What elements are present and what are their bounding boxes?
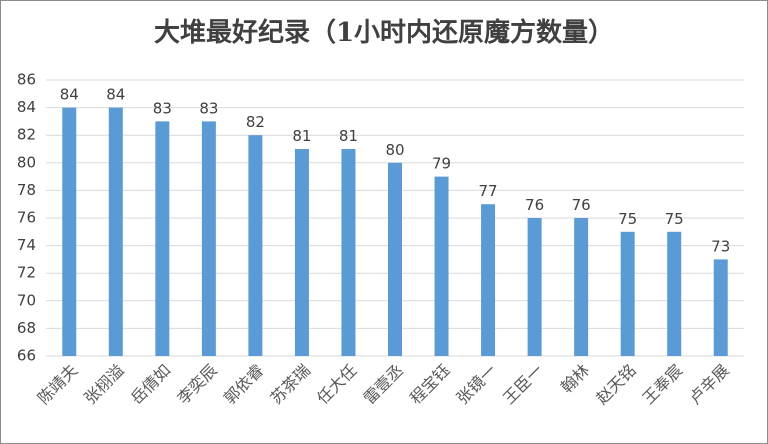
value-label: 75 bbox=[665, 210, 684, 228]
value-label: 76 bbox=[572, 196, 591, 214]
bar bbox=[667, 231, 682, 356]
bar bbox=[108, 107, 123, 356]
value-label: 77 bbox=[479, 182, 498, 200]
y-tick-label: 76 bbox=[17, 209, 36, 227]
bar bbox=[481, 204, 496, 356]
bar bbox=[155, 121, 170, 357]
value-label: 84 bbox=[106, 86, 125, 104]
value-label: 81 bbox=[292, 127, 311, 145]
value-label: 82 bbox=[246, 113, 265, 131]
value-label: 75 bbox=[618, 210, 637, 228]
value-label: 76 bbox=[525, 196, 544, 214]
value-label: 84 bbox=[60, 86, 79, 104]
y-tick-label: 70 bbox=[17, 291, 36, 309]
value-label: 83 bbox=[153, 99, 172, 117]
chart-title: 大堆最好纪录（1小时内还原魔方数量） bbox=[154, 17, 614, 48]
bar bbox=[620, 231, 635, 356]
y-tick-label: 78 bbox=[17, 181, 36, 199]
bar bbox=[574, 218, 589, 356]
value-label: 83 bbox=[199, 99, 218, 117]
y-tick-label: 80 bbox=[17, 153, 36, 171]
bar bbox=[248, 135, 263, 356]
bar bbox=[341, 149, 356, 356]
bar bbox=[713, 259, 728, 356]
bar bbox=[201, 121, 216, 357]
bar bbox=[62, 107, 77, 356]
y-tick-label: 84 bbox=[17, 98, 36, 116]
value-label: 80 bbox=[385, 141, 404, 159]
bar bbox=[434, 176, 449, 356]
y-tick-label: 74 bbox=[17, 236, 36, 254]
y-tick-label: 72 bbox=[17, 264, 36, 282]
y-tick-label: 68 bbox=[17, 319, 36, 337]
value-label: 79 bbox=[432, 155, 451, 173]
value-label: 73 bbox=[711, 237, 730, 255]
bar bbox=[388, 162, 402, 356]
value-label: 81 bbox=[339, 127, 358, 145]
y-tick-label: 86 bbox=[17, 71, 36, 89]
y-tick-label: 66 bbox=[17, 347, 36, 365]
y-tick-label: 82 bbox=[17, 126, 36, 144]
bar bbox=[527, 218, 542, 356]
bar bbox=[294, 149, 309, 356]
